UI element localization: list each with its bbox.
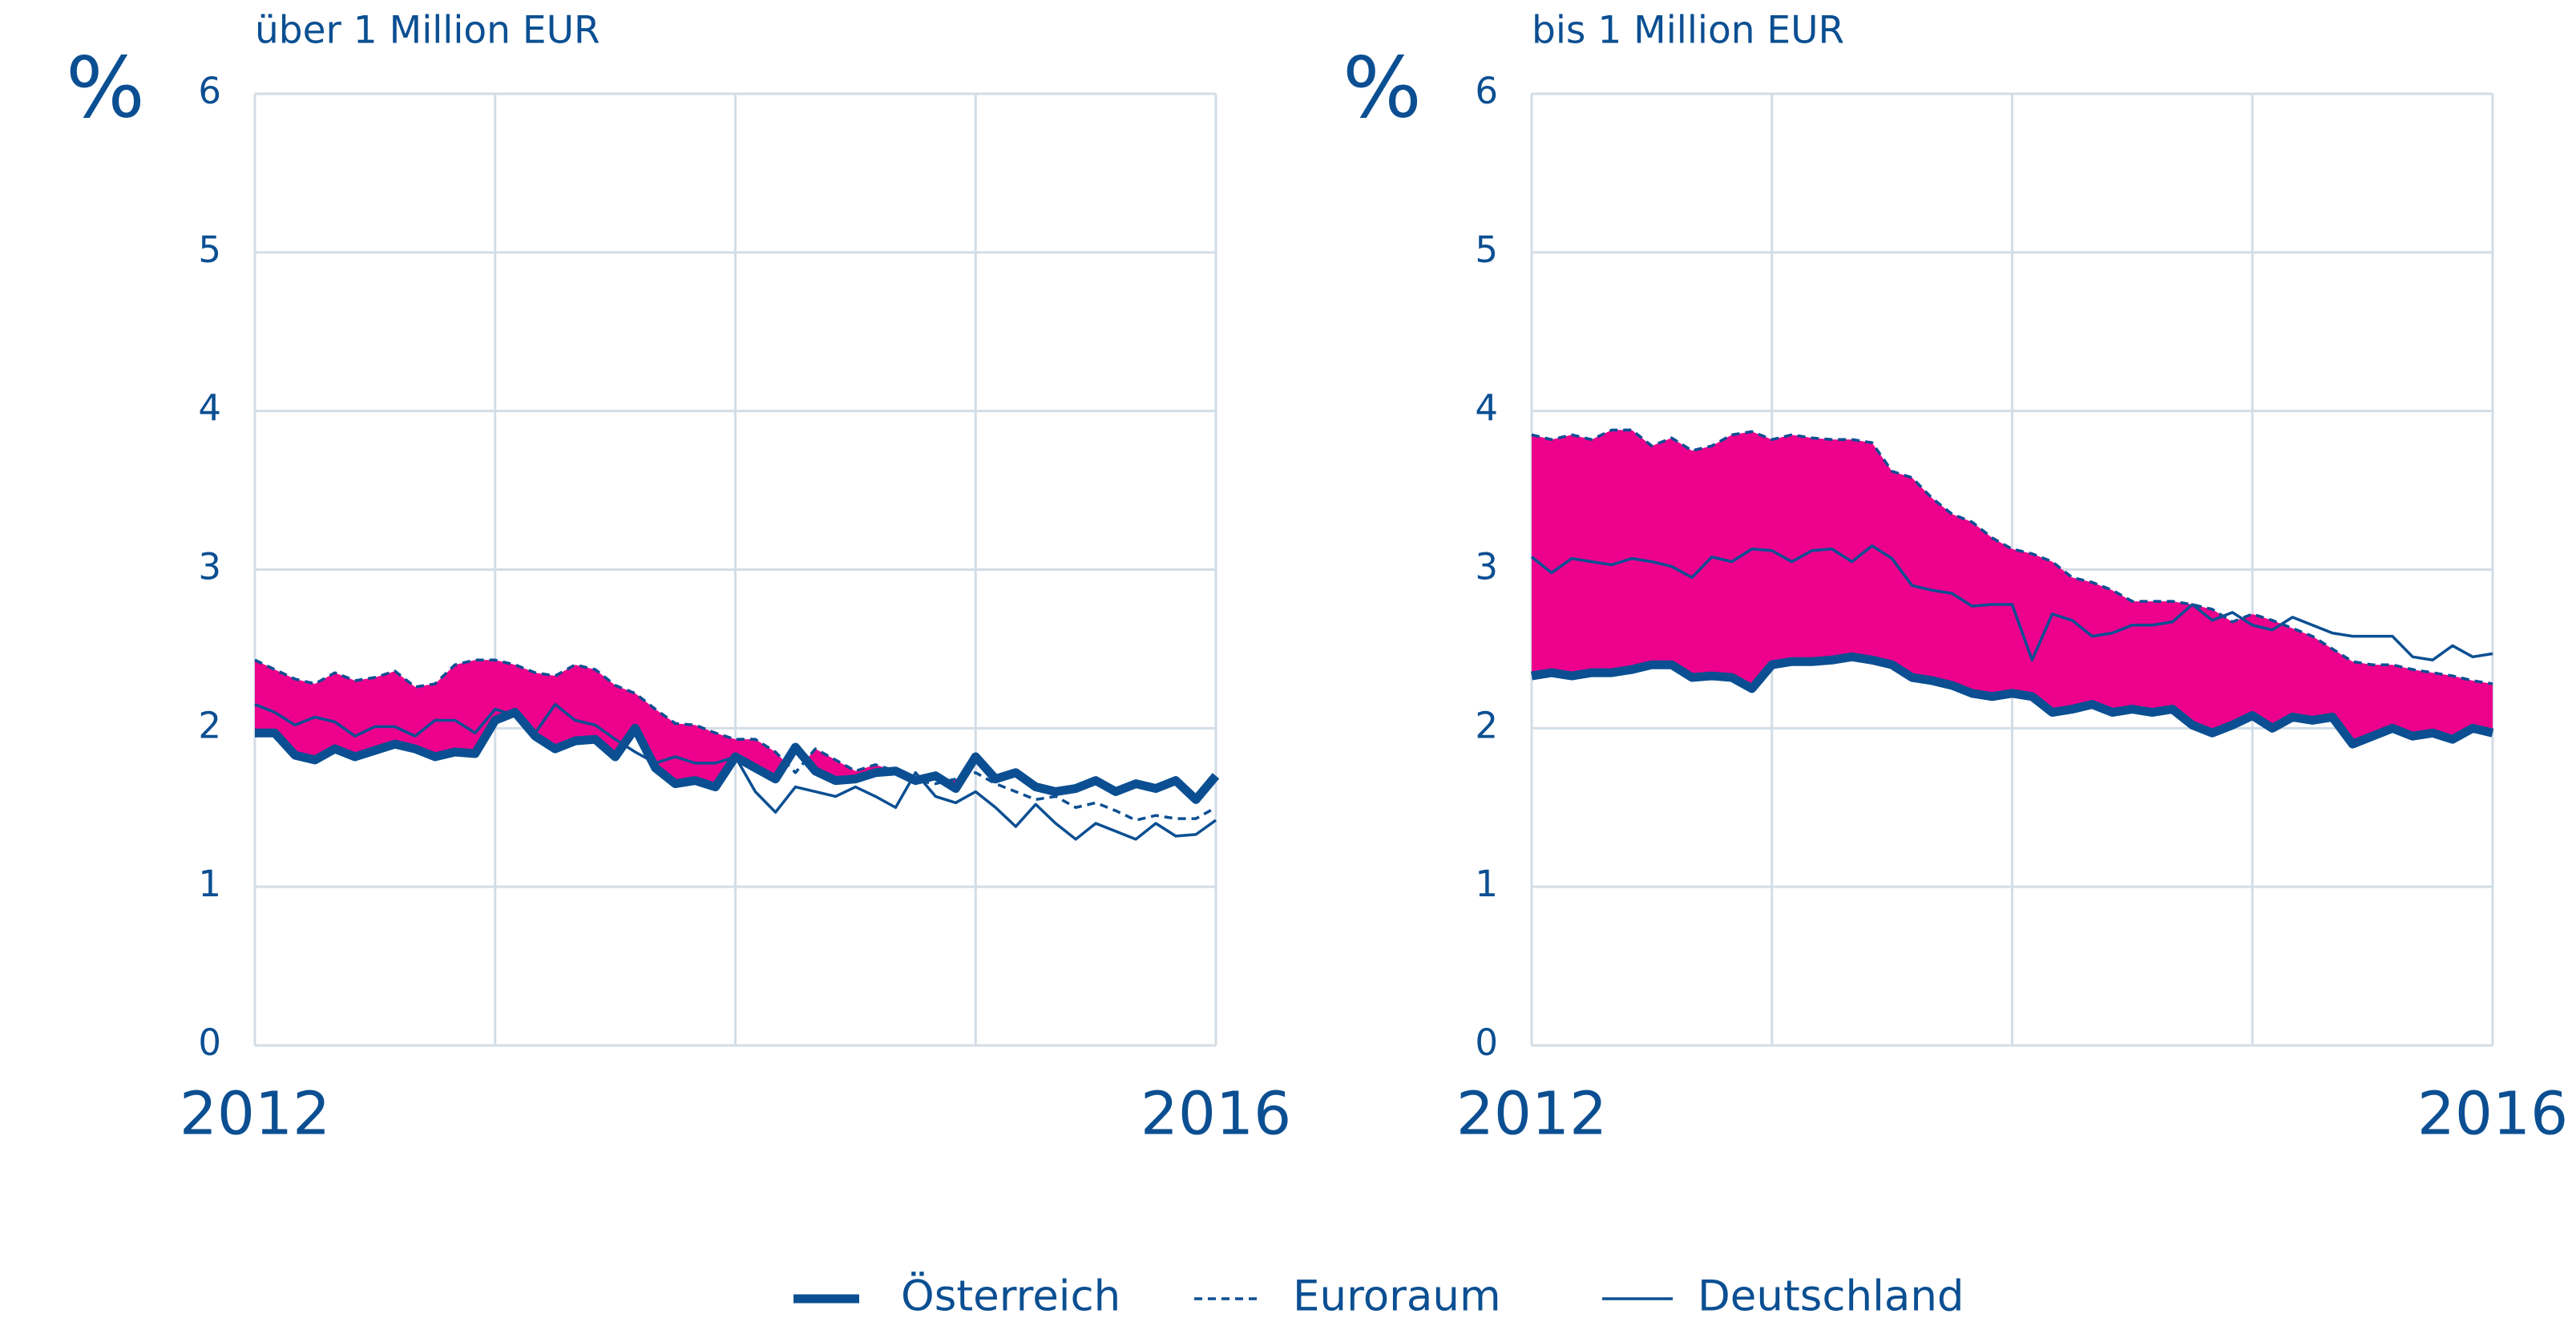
legend-label: Österreich: [901, 1271, 1120, 1321]
x-tick-label: 2016: [2417, 1080, 2568, 1149]
series-line: [255, 708, 1220, 804]
y-tick-label: 6: [198, 70, 221, 112]
x-tick-label: 2012: [180, 1080, 330, 1149]
y-tick-label: 1: [1475, 863, 1498, 905]
y-tick-label: 0: [198, 1021, 221, 1064]
series-line: [1530, 544, 2493, 662]
chart-title: über 1 Million EUR: [255, 9, 600, 53]
y-tick-label: 1: [198, 863, 221, 905]
y-tick-label: 2: [198, 704, 221, 746]
x-tick-label: 2012: [1456, 1080, 1607, 1149]
legend-label: Euroraum: [1293, 1272, 1501, 1321]
y-tick-label: 5: [198, 228, 221, 271]
y-axis-label: %: [66, 38, 145, 136]
series-line: [1531, 428, 2493, 685]
spread-area: [255, 660, 1216, 800]
y-tick-label: 4: [1475, 387, 1498, 430]
series-line: [254, 658, 1217, 822]
legend-label: Deutschland: [1698, 1272, 1964, 1321]
series-line: [1531, 652, 2494, 749]
spread-area: [1532, 430, 2493, 745]
y-axis-label: %: [1343, 38, 1422, 136]
chart-title: bis 1 Million EUR: [1532, 9, 1844, 53]
y-tick-label: 4: [198, 387, 221, 430]
y-tick-label: 2: [1475, 704, 1498, 746]
y-tick-label: 3: [198, 546, 221, 588]
y-tick-label: 3: [1475, 546, 1498, 588]
x-tick-label: 2016: [1141, 1080, 1291, 1149]
y-tick-label: 5: [1475, 228, 1498, 271]
y-tick-label: 0: [1475, 1021, 1498, 1064]
y-tick-label: 6: [1475, 70, 1498, 112]
